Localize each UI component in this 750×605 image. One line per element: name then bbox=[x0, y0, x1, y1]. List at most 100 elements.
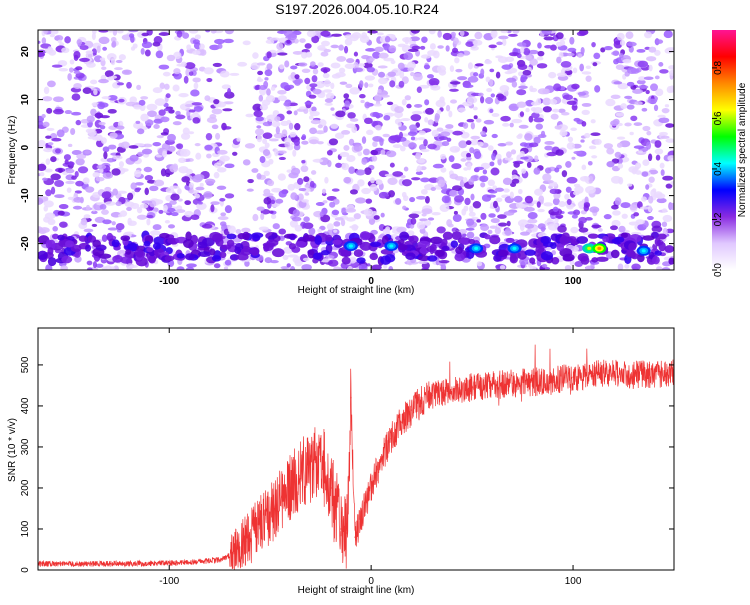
spectrogram-blob bbox=[278, 228, 287, 235]
spectrogram-blob bbox=[45, 135, 52, 139]
spectrogram-blob bbox=[205, 132, 213, 141]
spectrogram-blob bbox=[213, 99, 220, 105]
band-blob bbox=[595, 256, 609, 262]
spectrogram-blob bbox=[140, 47, 145, 55]
spectrogram-blob bbox=[472, 200, 482, 209]
snr-point bbox=[612, 372, 615, 374]
spectrogram-blob bbox=[99, 102, 109, 108]
spectrogram-blob bbox=[323, 49, 331, 53]
spectrogram-blob bbox=[141, 148, 153, 155]
spectrogram-blob bbox=[473, 115, 478, 120]
spectrogram-blob bbox=[600, 47, 606, 53]
spectrogram-blob bbox=[548, 71, 557, 79]
spectrogram-blob bbox=[43, 216, 51, 223]
spectrogram-blob bbox=[552, 197, 560, 206]
band-blob bbox=[307, 249, 315, 259]
spectrogram-blob bbox=[281, 129, 288, 138]
snr-point bbox=[218, 558, 221, 561]
spectrogram-blob bbox=[516, 89, 527, 96]
spectrogram-blob bbox=[570, 226, 579, 234]
spectrogram-blob bbox=[584, 196, 589, 204]
spectrogram-blob bbox=[82, 87, 92, 95]
spectrogram-blob bbox=[299, 38, 306, 43]
spectrogram-blob bbox=[255, 116, 264, 122]
spectrogram-blob bbox=[660, 169, 665, 176]
spectrogram-blob bbox=[294, 122, 301, 131]
spectrogram-blob bbox=[194, 142, 201, 147]
spectrogram-blob bbox=[573, 209, 581, 216]
band-blob bbox=[303, 234, 316, 242]
spectrogram-blob bbox=[128, 30, 139, 33]
band-blob bbox=[497, 249, 509, 257]
spectrogram-blob bbox=[647, 215, 654, 221]
spectrogram-blob bbox=[146, 214, 154, 219]
spectrogram-blob bbox=[144, 187, 149, 196]
spectrogram-blob bbox=[193, 105, 203, 112]
spectrogram-blob bbox=[399, 145, 406, 152]
spectrogram-blob bbox=[502, 177, 513, 186]
spectrogram-blob bbox=[605, 98, 616, 107]
spectrogram-blob bbox=[294, 74, 300, 80]
band-blob bbox=[295, 241, 307, 248]
spectrogram-blob bbox=[378, 52, 389, 59]
spectrogram-blob bbox=[279, 64, 285, 70]
y-tick-label: 0 bbox=[20, 567, 31, 573]
spectrogram-blob bbox=[268, 158, 274, 165]
spectrogram-blob bbox=[503, 211, 515, 216]
spectrogram-blob bbox=[468, 178, 475, 185]
spectrogram-blob bbox=[581, 71, 592, 75]
spectrogram-blob bbox=[653, 104, 659, 112]
spectrogram-blob bbox=[412, 73, 423, 81]
spectrogram-blob bbox=[564, 193, 570, 200]
spectrogram-blob bbox=[518, 188, 523, 195]
spectrogram-blob bbox=[91, 223, 98, 227]
spectrogram-blob bbox=[429, 43, 436, 50]
spectrogram-blob bbox=[330, 123, 339, 129]
spectrogram-blob bbox=[409, 124, 418, 131]
peak-center bbox=[597, 246, 602, 250]
spectrogram-blob bbox=[569, 36, 575, 45]
spectrogram-blob bbox=[508, 103, 519, 112]
spectrogram-blob bbox=[177, 198, 183, 202]
spectrogram-blob bbox=[304, 43, 312, 49]
spectrogram-blob bbox=[153, 179, 165, 187]
spectrogram-blob bbox=[213, 263, 221, 269]
spectrogram-blob bbox=[470, 135, 481, 140]
spectrogram-blob bbox=[130, 35, 135, 43]
spectrogram-blob bbox=[288, 122, 294, 130]
spectrogram-blob bbox=[317, 228, 322, 233]
spectrogram-blob bbox=[424, 117, 429, 123]
spectrogram-blob bbox=[508, 33, 518, 37]
spectrogram-blob bbox=[594, 85, 601, 93]
spectrogram-blob bbox=[213, 171, 220, 179]
spectrogram-blob bbox=[626, 104, 635, 110]
spectrogram-blob bbox=[647, 205, 653, 213]
spectrogram-blob bbox=[311, 75, 318, 83]
spectrogram-blob bbox=[270, 213, 277, 220]
spectrogram-blob bbox=[364, 101, 371, 109]
band-blob bbox=[614, 236, 625, 243]
spectrogram-blob bbox=[509, 122, 514, 128]
spectrogram-blob bbox=[134, 182, 144, 186]
spectrogram-blob bbox=[251, 168, 259, 173]
band-blob bbox=[176, 253, 185, 259]
band-blob bbox=[551, 257, 560, 265]
spectrogram-blob bbox=[555, 41, 563, 47]
spectrogram-blob bbox=[593, 52, 601, 60]
spectrogram-blob bbox=[634, 101, 643, 106]
spectrogram-blob bbox=[173, 51, 182, 60]
spectrogram-blob bbox=[174, 209, 186, 214]
spectrogram-blob bbox=[635, 170, 642, 175]
spectrogram-blob bbox=[269, 210, 274, 214]
spectrogram-blob bbox=[329, 201, 336, 208]
spectrogram-blob bbox=[345, 208, 357, 213]
band-blob bbox=[567, 236, 577, 242]
spectrogram-blob bbox=[163, 83, 170, 90]
spectrogram-blob bbox=[86, 62, 96, 68]
spectrogram-blob bbox=[469, 205, 474, 214]
snr-point bbox=[370, 487, 372, 489]
spectrogram-blob bbox=[203, 67, 214, 75]
spectrogram-blob bbox=[364, 167, 372, 175]
spectrogram-blob bbox=[349, 87, 360, 95]
spectrogram-blob bbox=[94, 112, 104, 119]
